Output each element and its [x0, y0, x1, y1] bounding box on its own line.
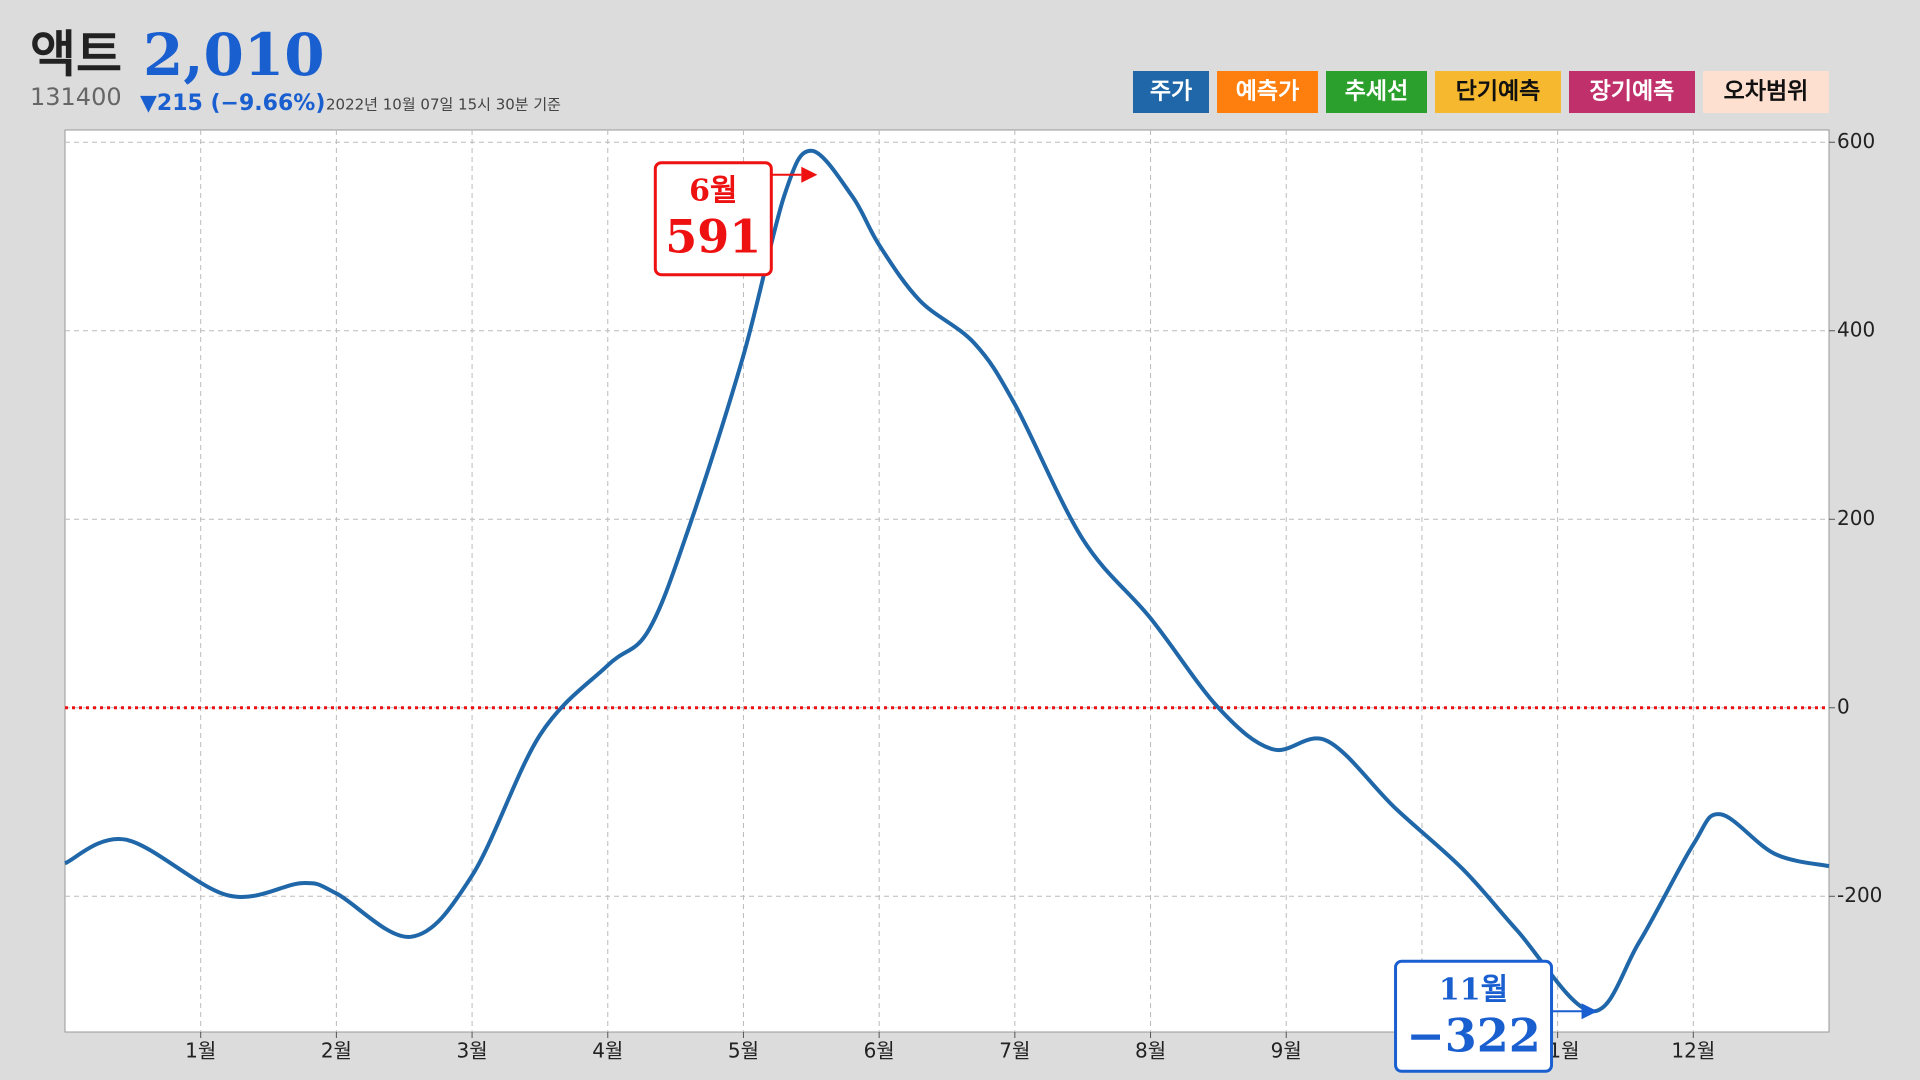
annotation-value: −322 — [1406, 1008, 1541, 1062]
annotation-box — [653, 161, 773, 277]
plot-area — [64, 129, 1830, 1033]
legend-label: 단기예측 — [1456, 79, 1541, 105]
legend-label: 추세선 — [1345, 79, 1408, 105]
chart-title: 액트 — [30, 26, 122, 84]
x-tick-label: 8월 — [1135, 1039, 1166, 1063]
legend-label: 장기예측 — [1590, 79, 1675, 105]
x-tick-label: 2월 — [321, 1039, 352, 1063]
annotation-arrowhead — [801, 166, 818, 183]
x-tick-label: 9월 — [1271, 1039, 1302, 1063]
code: 131400 — [30, 83, 122, 111]
legend-label: 예측가 — [1236, 79, 1299, 105]
y-tick-label: -200 — [1837, 883, 1882, 907]
legend-label: 주가 — [1150, 79, 1192, 105]
x-tick-label: 6월 — [864, 1039, 895, 1063]
annotation-label: 6월 — [689, 174, 737, 209]
annotation-label: 11월 — [1439, 972, 1508, 1007]
y-tick-label: 400 — [1837, 317, 1875, 341]
x-tick-label: 5월 — [728, 1039, 759, 1063]
legend-swatch — [1326, 71, 1427, 113]
legend-swatch — [1133, 71, 1209, 113]
legend-swatch — [1569, 71, 1695, 113]
y-tick-label: 0 — [1837, 694, 1850, 718]
legend-swatch — [1217, 71, 1318, 113]
y-tick-label: 600 — [1837, 129, 1875, 153]
x-tick-label: 1월 — [185, 1039, 216, 1063]
timestamp: 2022년 10월 07일 15시 30분 기준 — [326, 96, 561, 114]
change: ▼215 (−9.66%) — [140, 91, 325, 116]
legend-label: 오차범위 — [1724, 79, 1809, 105]
x-tick-label: 3월 — [457, 1039, 488, 1063]
annotation-box — [1394, 959, 1554, 1073]
price: 2,010 — [143, 21, 325, 89]
legend-swatch — [1703, 71, 1829, 113]
x-tick-label: 12월 — [1671, 1039, 1715, 1063]
x-tick-label: 7월 — [999, 1039, 1030, 1063]
annotation-value: 591 — [665, 210, 761, 264]
annotation-arrowhead — [1581, 1003, 1598, 1020]
y-tick-label: 200 — [1837, 506, 1875, 530]
legend-swatch — [1435, 71, 1561, 113]
x-tick-label: 4월 — [592, 1039, 623, 1063]
